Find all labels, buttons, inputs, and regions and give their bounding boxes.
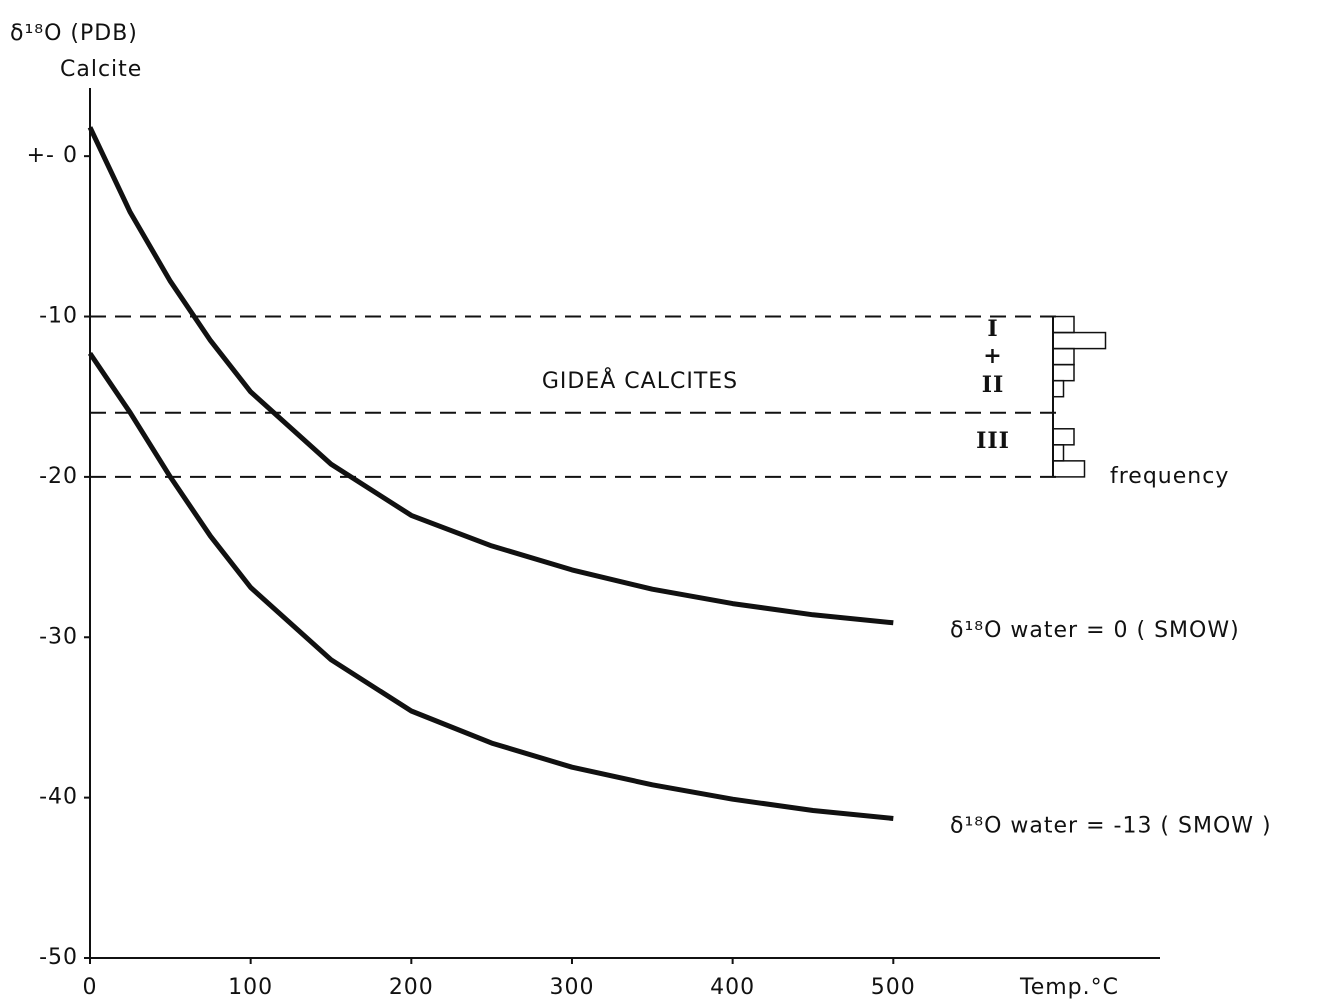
x-axis-title: Temp.°C	[1019, 975, 1119, 1000]
histogram-label: frequency	[1110, 464, 1229, 489]
histogram-bar	[1052, 347, 1075, 366]
y-tick-label: -30	[39, 624, 78, 649]
data-line	[87, 351, 894, 821]
histogram-bar	[1052, 460, 1086, 478]
x-tick-label: 200	[389, 975, 434, 1000]
annotation: GIDEÅ CALCITES	[542, 367, 738, 394]
y-axis-subtitle: Calcite	[60, 57, 142, 82]
x-tick-label: 500	[871, 975, 916, 1000]
y-tick-label: -20	[39, 464, 78, 489]
annotation: I	[987, 316, 998, 342]
y-axis-title: δ¹⁸O (PDB)	[10, 21, 138, 46]
x-tick-label: 100	[228, 975, 273, 1000]
series-label: δ¹⁸O water = 0 ( SMOW)	[950, 618, 1240, 643]
y-tick-label: +- 0	[27, 143, 78, 168]
histogram-bar	[1052, 428, 1075, 446]
x-tick-label: 0	[83, 975, 98, 1000]
annotation: +	[983, 343, 1002, 369]
y-tick-label: -40	[39, 785, 78, 810]
y-tick-label: -10	[39, 304, 78, 329]
histogram-bar	[1052, 444, 1065, 462]
x-tick-label: 400	[710, 975, 755, 1000]
y-tick-label: -50	[39, 945, 78, 970]
data-line	[87, 126, 894, 626]
histogram-bar	[1052, 379, 1065, 398]
annotation: II	[982, 372, 1005, 398]
x-tick-label: 300	[549, 975, 594, 1000]
histogram-bar	[1052, 363, 1075, 382]
histogram-bar	[1052, 331, 1107, 350]
series-label: δ¹⁸O water = -13 ( SMOW )	[950, 813, 1272, 838]
histogram-bar	[1052, 315, 1075, 334]
annotation: III	[976, 428, 1010, 454]
